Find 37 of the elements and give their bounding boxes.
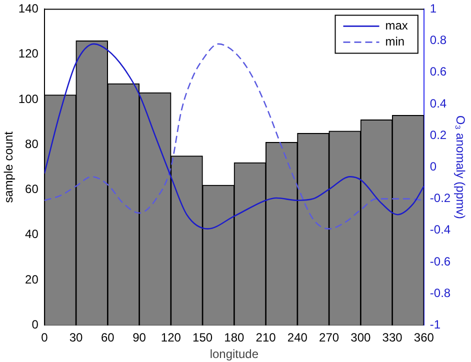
- y-tick-label: 60: [25, 182, 39, 196]
- legend-label: min: [385, 34, 405, 49]
- x-tick-label: 150: [192, 330, 213, 345]
- x-tick-label: 180: [224, 330, 245, 345]
- x-tick-label: 330: [382, 330, 403, 345]
- y2-tick-label: 0.8: [430, 33, 447, 48]
- y-tick-label: 100: [18, 92, 39, 106]
- y2-tick-label: -0.8: [430, 286, 451, 300]
- legend-label: max: [385, 18, 408, 33]
- y2-axis-title: O₃ anomaly (ppmv): [453, 115, 468, 219]
- y-axis-title: sample count: [2, 130, 16, 203]
- y2-tick-label: -1: [430, 318, 441, 332]
- y2-tick-label: 0.6: [430, 64, 447, 79]
- x-tick-label: 210: [256, 330, 276, 345]
- x-tick-label: 30: [69, 330, 84, 345]
- y-tick-label: 140: [18, 2, 39, 16]
- y-tick-label: 40: [25, 227, 39, 242]
- y-tick-label: 80: [25, 136, 39, 151]
- x-axis-title: longitude: [210, 347, 259, 362]
- y2-tick-label: -0.4: [430, 222, 451, 237]
- x-tick-label: 270: [319, 330, 340, 345]
- y-tick-label: 20: [25, 272, 39, 286]
- x-tick-label: 90: [132, 330, 146, 345]
- y2-tick-label: -0.6: [430, 254, 451, 268]
- x-tick-label: 0: [41, 330, 48, 345]
- x-tick-label: 360: [414, 330, 434, 345]
- y-tick-label: 120: [18, 46, 39, 61]
- y2-tick-label: 0.2: [430, 128, 447, 142]
- y2-tick-label: 1: [430, 2, 437, 16]
- y2-tick-label: -0.2: [430, 191, 451, 206]
- y2-tick-label: 0: [430, 160, 437, 174]
- y2-tick-label: 0.4: [430, 96, 447, 110]
- x-tick-label: 120: [160, 330, 182, 345]
- x-tick-label: 300: [350, 330, 372, 345]
- y-tick-label: 0: [32, 318, 39, 332]
- x-tick-label: 240: [287, 330, 308, 345]
- x-tick-label: 60: [100, 330, 115, 345]
